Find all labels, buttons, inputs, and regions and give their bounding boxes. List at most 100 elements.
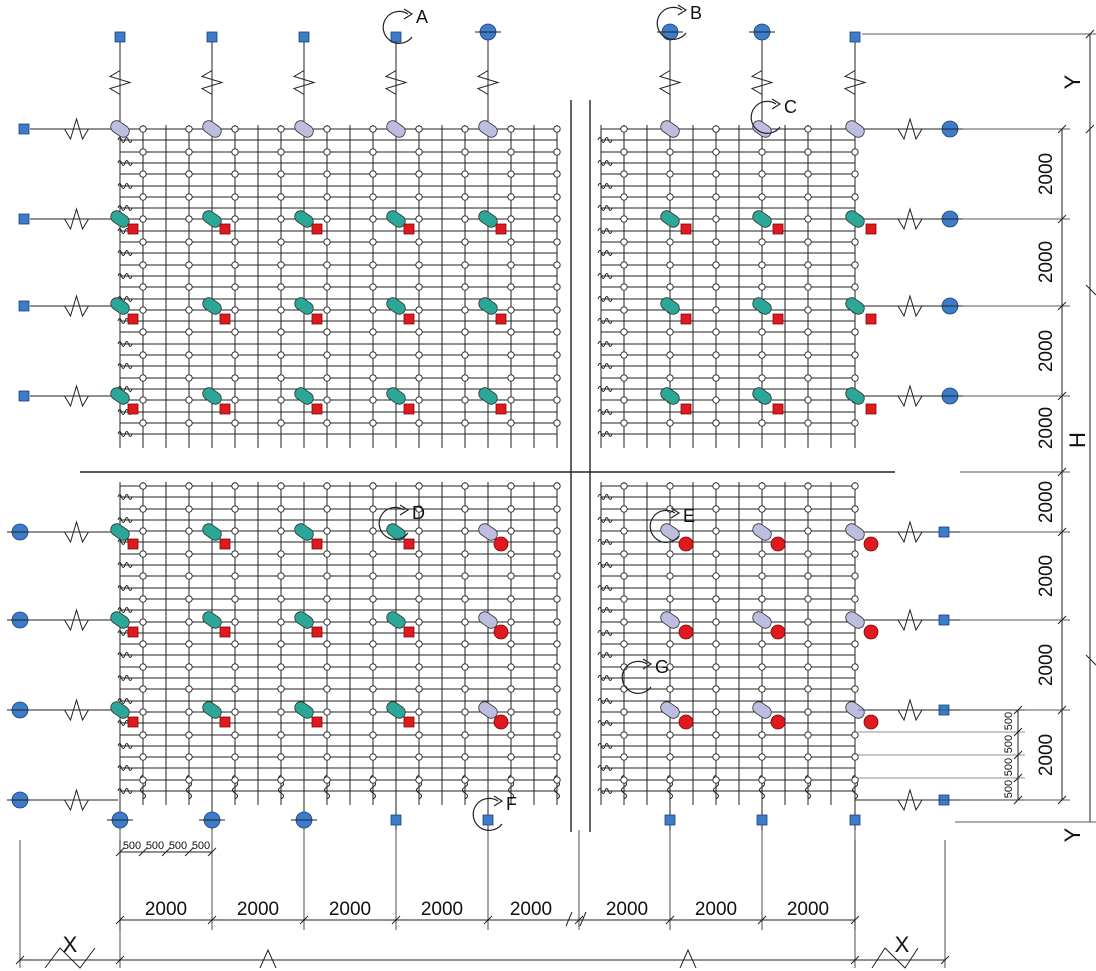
- node-circle: [185, 351, 193, 359]
- node-circle: [851, 148, 859, 156]
- node-circle: [851, 753, 859, 761]
- location-label: E: [683, 506, 695, 526]
- node-circle: [758, 193, 766, 201]
- node-circle: [620, 685, 628, 693]
- lilac-capsule: [660, 523, 680, 541]
- node-circle: [461, 685, 469, 693]
- break-mark: [565, 911, 587, 927]
- node-circle: [277, 776, 285, 784]
- node-circle: [553, 550, 561, 558]
- dim-2000: 2000: [606, 899, 648, 920]
- node-circle: [851, 419, 859, 427]
- node-circle: [851, 731, 859, 739]
- node-circle: [369, 753, 377, 761]
- lilac-capsule: [110, 120, 130, 138]
- node-circle: [712, 193, 720, 201]
- zigzag-spring: [870, 608, 950, 632]
- blue-square-support: [114, 31, 126, 43]
- zigzag-spring: [35, 520, 118, 544]
- dim-tick: [161, 847, 171, 857]
- red-square: [403, 626, 415, 638]
- node-circle: [666, 193, 674, 201]
- lilac-capsule: [845, 701, 865, 719]
- node-circle: [369, 238, 377, 246]
- red-circle: [770, 714, 786, 730]
- spring: [597, 273, 613, 279]
- spring: [597, 698, 613, 704]
- node-circle: [461, 595, 469, 603]
- zigzag-spring: [870, 520, 950, 544]
- node-circle: [851, 572, 859, 580]
- node-circle: [461, 351, 469, 359]
- node-circle: [712, 640, 720, 648]
- node-circle: [277, 396, 285, 404]
- node-circle: [323, 482, 331, 490]
- node-circle: [553, 663, 561, 671]
- node-circle: [323, 419, 331, 427]
- node-circle: [804, 618, 812, 626]
- node-circle: [804, 595, 812, 603]
- node-circle: [804, 776, 812, 784]
- node-circle: [231, 572, 239, 580]
- node-circle: [758, 753, 766, 761]
- node-circle: [323, 753, 331, 761]
- teal-capsule: [752, 210, 772, 228]
- node-circle: [323, 374, 331, 382]
- location-label: G: [655, 657, 669, 677]
- node-circle: [277, 148, 285, 156]
- spring: [597, 431, 613, 437]
- node-circle: [369, 215, 377, 223]
- node-circle: [461, 419, 469, 427]
- node-circle: [461, 261, 469, 269]
- zigzag-spring: [750, 40, 774, 125]
- node-circle: [758, 238, 766, 246]
- node-circle: [369, 618, 377, 626]
- node-circle: [231, 663, 239, 671]
- node-circle: [758, 419, 766, 427]
- node-circle: [666, 685, 674, 693]
- break-mark: [871, 947, 919, 969]
- node-circle: [666, 663, 674, 671]
- node-circle: [553, 419, 561, 427]
- red-circle: [863, 714, 879, 730]
- node-circle: [185, 306, 193, 314]
- zigzag-spring: [658, 40, 682, 125]
- node-circle: [185, 685, 193, 693]
- lilac-capsule: [845, 611, 865, 629]
- node-circle: [277, 527, 285, 535]
- node-circle: [185, 419, 193, 427]
- node-circle: [553, 238, 561, 246]
- node-circle: [185, 753, 193, 761]
- red-square: [403, 538, 415, 550]
- node-circle: [185, 238, 193, 246]
- node-circle: [804, 685, 812, 693]
- node-circle: [231, 215, 239, 223]
- node-circle: [415, 261, 423, 269]
- teal-capsule: [752, 297, 772, 315]
- node-circle: [553, 595, 561, 603]
- node-circle: [712, 238, 720, 246]
- node-circle: [461, 170, 469, 178]
- node-circle: [620, 505, 628, 513]
- dim-500-vertical: 500: [1003, 712, 1015, 730]
- node-circle: [323, 572, 331, 580]
- node-circle: [277, 685, 285, 693]
- teal-capsule: [845, 210, 865, 228]
- red-square: [772, 403, 784, 415]
- dim-tick: [1013, 773, 1023, 783]
- node-circle: [620, 215, 628, 223]
- node-circle: [553, 351, 561, 359]
- node-circle: [461, 238, 469, 246]
- node-circle: [620, 640, 628, 648]
- node-circle: [758, 595, 766, 603]
- node-circle: [139, 505, 147, 513]
- node-circle: [804, 640, 812, 648]
- node-circle: [712, 306, 720, 314]
- red-circle: [863, 536, 879, 552]
- node-circle: [139, 283, 147, 291]
- node-circle: [139, 640, 147, 648]
- node-circle: [712, 663, 720, 671]
- teal-capsule: [478, 387, 498, 405]
- red-square: [127, 716, 139, 728]
- node-circle: [231, 776, 239, 784]
